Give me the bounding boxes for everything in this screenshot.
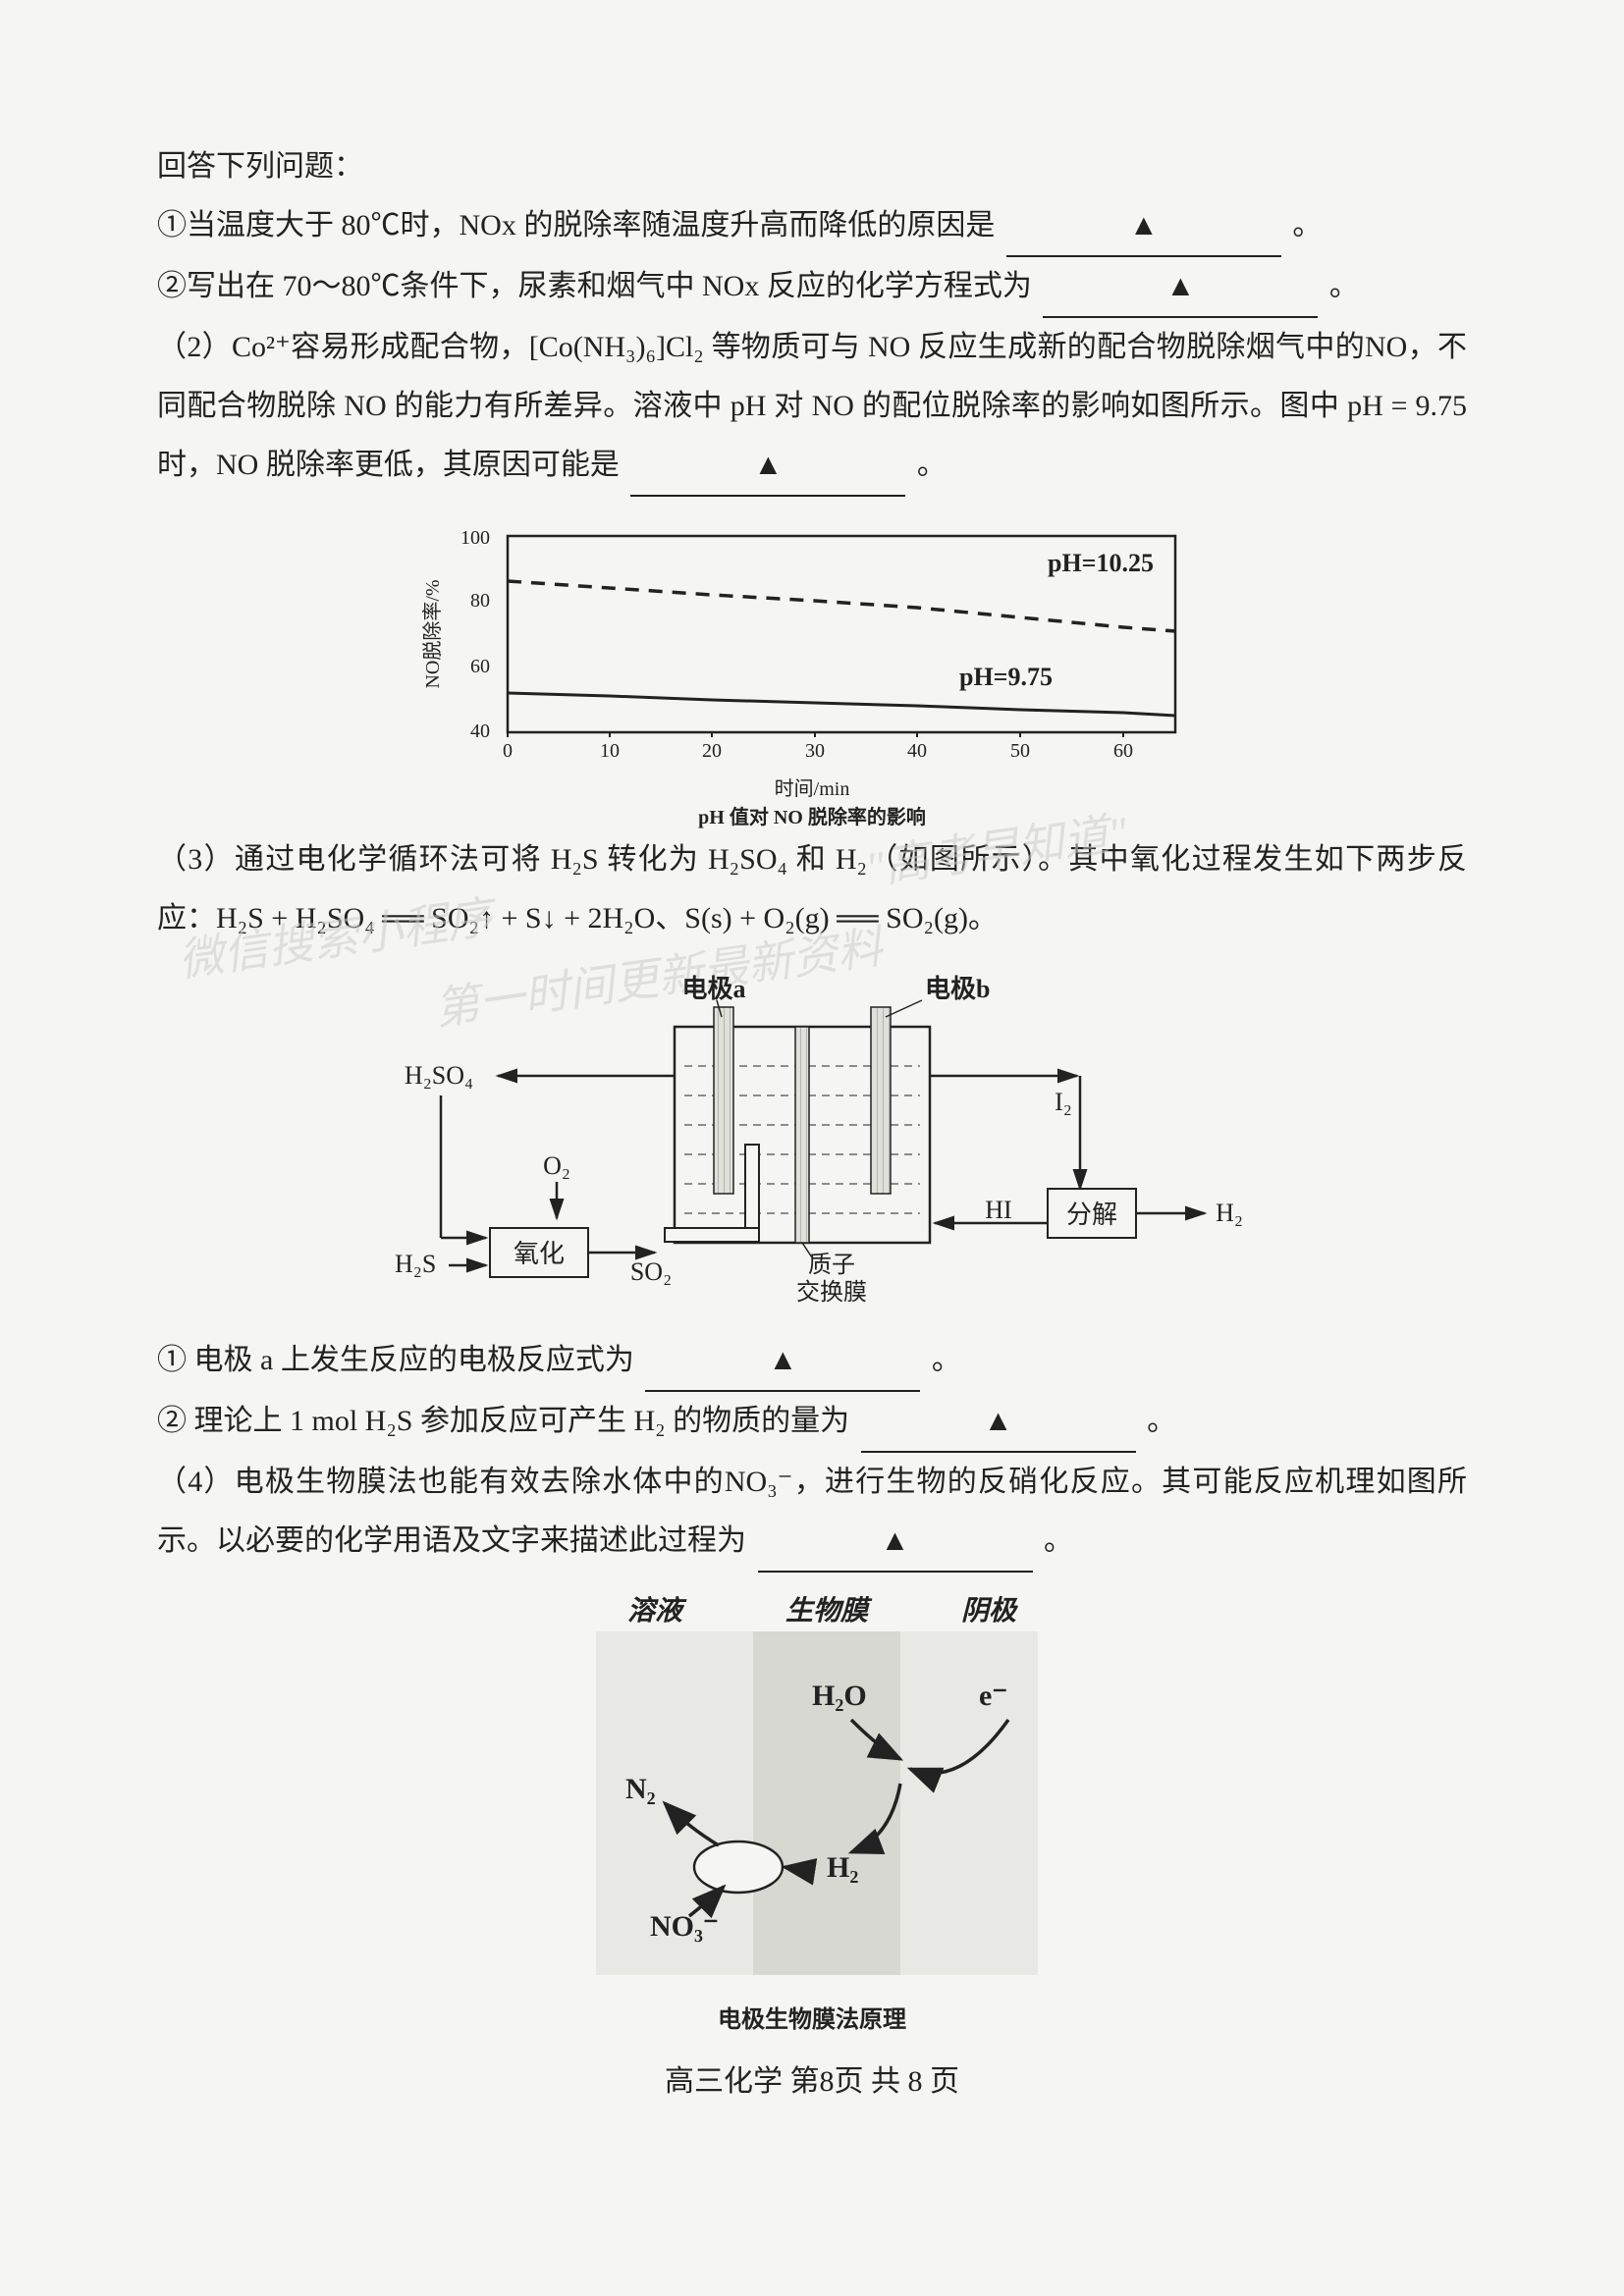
svg-text:N₂: N₂ [625, 1773, 656, 1805]
q1-1-text: ①当温度大于 80℃时，NOx 的脱除率随温度升高而降低的原因是 ▲ 。 [157, 196, 1467, 257]
svg-text:O₂: O₂ [543, 1151, 570, 1180]
svg-text:H₂S: H₂S [395, 1250, 436, 1278]
svg-text:分解: 分解 [1066, 1201, 1117, 1229]
chart3-caption: 电极生物膜法原理 [557, 2000, 1067, 2034]
chart1-container: 40 60 80 100 NO脱除率/% 0 10 20 30 40 50 60… [157, 516, 1467, 811]
q2-text: （2）Co²⁺容易形成配合物，[Co(NH₃)₆]Cl₂ 等物质可与 NO 反应… [157, 318, 1467, 497]
svg-text:溶液: 溶液 [627, 1595, 687, 1627]
chart1-caption: pH 值对 NO 脱除率的影响 [409, 801, 1215, 829]
chart2-svg: 电极a 电极b 质子 交换膜 H₂SO₄ O₂ H₂S 氧化 SO [370, 968, 1254, 1311]
svg-text:氧化: 氧化 [514, 1240, 565, 1268]
chart3-svg: 溶液 生物膜 阴极 e⁻ H₂O H₂ NO₃⁻ N₂ [557, 1592, 1067, 1985]
svg-text:NO₃⁻: NO₃⁻ [650, 1910, 719, 1943]
svg-text:I₂: I₂ [1055, 1088, 1072, 1116]
blank-q1-1: ▲ [1006, 196, 1281, 257]
svg-text:H₂SO₄: H₂SO₄ [405, 1061, 473, 1090]
chart1-xlabel: 时间/min [409, 773, 1215, 801]
svg-text:100: 100 [460, 527, 490, 549]
q4b: 。 [1044, 1524, 1073, 1557]
q3-1b: 。 [932, 1344, 961, 1376]
svg-text:40: 40 [907, 740, 927, 762]
svg-text:质子: 质子 [808, 1252, 855, 1278]
chart-biomembrane: 溶液 生物膜 阴极 e⁻ H₂O H₂ NO₃⁻ N₂ [557, 1592, 1067, 2024]
chart-ph-no-removal: 40 60 80 100 NO脱除率/% 0 10 20 30 40 50 60… [409, 516, 1215, 811]
svg-text:pH=9.75: pH=9.75 [959, 663, 1053, 691]
q3-2a: ② 理论上 1 mol H₂S 参加反应可产生 H₂ 的物质的量为 [157, 1405, 849, 1437]
svg-text:60: 60 [470, 656, 490, 677]
svg-text:20: 20 [702, 740, 722, 762]
svg-text:阴极: 阴极 [961, 1596, 1019, 1627]
svg-text:80: 80 [470, 590, 490, 612]
svg-text:NO脱除率/%: NO脱除率/% [421, 579, 444, 688]
page-footer: 高三化学 第8页 共 8 页 [0, 2056, 1624, 2100]
svg-text:30: 30 [805, 740, 825, 762]
svg-text:H₂: H₂ [1216, 1199, 1243, 1227]
q1-2a: ②写出在 70～80℃条件下，尿素和烟气中 NOx 反应的化学方程式为 [157, 270, 1032, 302]
svg-text:40: 40 [470, 721, 490, 742]
chart3-container: 溶液 生物膜 阴极 e⁻ H₂O H₂ NO₃⁻ N₂ [157, 1592, 1467, 2024]
q3-2-text: ② 理论上 1 mol H₂S 参加反应可产生 H₂ 的物质的量为 ▲ 。 [157, 1392, 1467, 1453]
blank-q3-2: ▲ [861, 1392, 1136, 1453]
label-elec-a: 电极a [681, 975, 745, 1003]
blank-q1-2: ▲ [1043, 257, 1318, 318]
q4-text: （4）电极生物膜法也能有效去除水体中的NO₃⁻，进行生物的反硝化反应。其可能反应… [157, 1453, 1467, 1573]
q3-2b: 。 [1147, 1405, 1176, 1437]
svg-text:60: 60 [1113, 740, 1133, 762]
q1-1a: ①当温度大于 80℃时，NOx 的脱除率随温度升高而降低的原因是 [157, 209, 995, 241]
svg-text:H₂: H₂ [827, 1851, 858, 1884]
blank-q3-1: ▲ [645, 1331, 920, 1392]
blank-q2: ▲ [630, 436, 905, 497]
svg-text:0: 0 [503, 740, 513, 762]
chart2-container: 电极a 电极b 质子 交换膜 H₂SO₄ O₂ H₂S 氧化 SO [157, 968, 1467, 1311]
chart-electrochem-cycle: 电极a 电极b 质子 交换膜 H₂SO₄ O₂ H₂S 氧化 SO [370, 968, 1254, 1311]
svg-text:交换膜: 交换膜 [796, 1279, 867, 1306]
svg-text:pH=10.25: pH=10.25 [1048, 549, 1154, 577]
svg-text:SO₂: SO₂ [630, 1257, 672, 1286]
svg-text:e⁻: e⁻ [979, 1680, 1007, 1712]
q3-text: （3）通过电化学循环法可将 H₂S 转化为 H₂SO₄ 和 H₂（如图所示）。其… [157, 830, 1467, 948]
q1-2-text: ②写出在 70～80℃条件下，尿素和烟气中 NOx 反应的化学方程式为 ▲ 。 [157, 257, 1467, 318]
label-elec-b: 电极b [925, 975, 990, 1003]
svg-text:H₂O: H₂O [812, 1680, 867, 1712]
chart1-svg: 40 60 80 100 NO脱除率/% 0 10 20 30 40 50 60… [409, 516, 1215, 772]
blank-q4: ▲ [758, 1512, 1033, 1573]
q3-1a: ① 电极 a 上发生反应的电极反应式为 [157, 1344, 634, 1376]
svg-text:50: 50 [1010, 740, 1030, 762]
q1-2b: 。 [1329, 270, 1359, 302]
q2b: 。 [917, 449, 947, 481]
svg-text:HI: HI [985, 1196, 1011, 1224]
svg-text:生物膜: 生物膜 [785, 1595, 873, 1627]
intro-text: 回答下列问题： [157, 137, 1467, 196]
q3-1-text: ① 电极 a 上发生反应的电极反应式为 ▲ 。 [157, 1331, 1467, 1392]
q1-1b: 。 [1292, 209, 1322, 241]
svg-text:10: 10 [600, 740, 620, 762]
